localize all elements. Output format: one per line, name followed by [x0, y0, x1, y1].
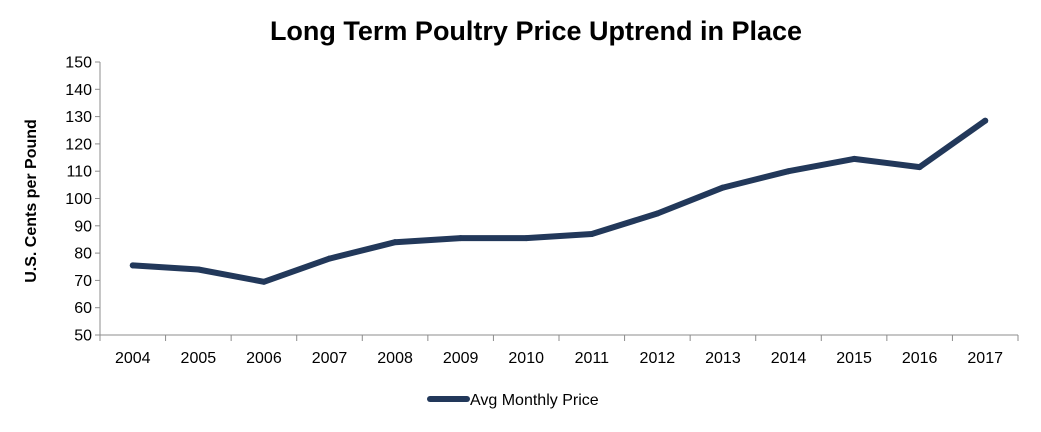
series-line [129, 117, 989, 285]
data-point [719, 184, 726, 191]
data-point [326, 255, 333, 262]
y-tick-label: 120 [65, 136, 92, 153]
x-tick-label: 2008 [377, 350, 413, 367]
y-tick-label: 100 [65, 191, 92, 208]
x-tick-label: 2004 [115, 350, 151, 367]
y-tick-label: 80 [74, 246, 92, 263]
data-point [785, 168, 792, 175]
data-point [588, 230, 595, 237]
legend-label: Avg Monthly Price [470, 392, 599, 409]
data-point [195, 266, 202, 273]
x-tick-label: 2005 [181, 350, 217, 367]
legend: Avg Monthly Price [427, 392, 599, 409]
data-point [851, 155, 858, 162]
y-tick-label: 150 [65, 55, 92, 72]
y-tick-label: 50 [74, 328, 92, 345]
data-point [916, 164, 923, 171]
y-tick-label: 140 [65, 82, 92, 99]
x-tick-label: 2012 [640, 350, 676, 367]
data-point [523, 235, 530, 242]
x-tick-label: 2016 [902, 350, 938, 367]
x-tick-label: 2017 [967, 350, 1003, 367]
data-point [457, 235, 464, 242]
series-layer [129, 117, 989, 285]
y-tick-label: 60 [74, 300, 92, 317]
y-tick-label: 130 [65, 109, 92, 126]
x-axis: 2004 2005 2006 2007 2008 2009 2010 2011 2012 2013… [99, 334, 1019, 367]
y-tick-label: 90 [74, 218, 92, 235]
x-tick-label: 2010 [508, 350, 544, 367]
chart-title: Long Term Poultry Price Uptrend in Place [270, 16, 802, 46]
data-point [982, 117, 989, 124]
x-tick-label: 2013 [705, 350, 741, 367]
x-tick-label: 2014 [771, 350, 807, 367]
data-point [129, 262, 136, 269]
y-tick-label: 110 [66, 164, 92, 181]
data-point [392, 239, 399, 246]
data-point [654, 210, 661, 217]
x-tick-label: 2007 [312, 350, 348, 367]
x-tick-label: 2006 [246, 350, 282, 367]
x-tick-label: 2015 [836, 350, 872, 367]
y-axis-label: U.S. Cents per Pound [23, 119, 40, 283]
x-tick-label: 2009 [443, 350, 479, 367]
y-axis: 50 60 70 80 90 100 110 120 130 140 150 [65, 55, 101, 345]
x-tick-label: 2011 [575, 350, 610, 367]
y-tick-label: 70 [74, 273, 92, 290]
data-point [260, 278, 267, 285]
